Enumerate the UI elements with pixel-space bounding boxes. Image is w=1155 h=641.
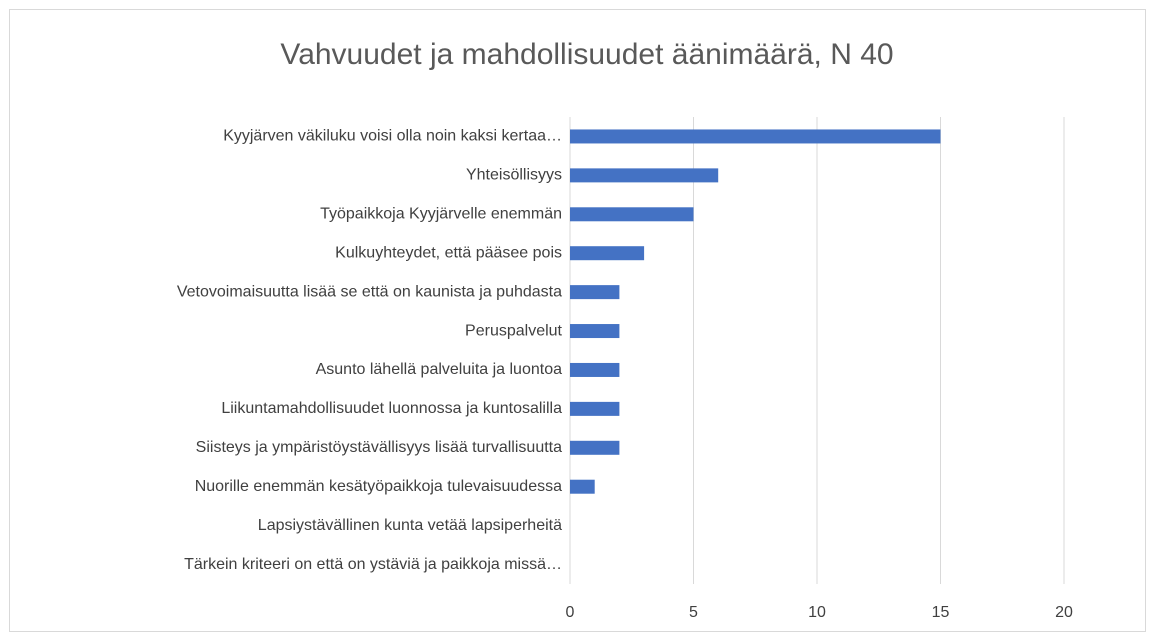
y-tick-label: Peruspalvelut — [465, 322, 563, 339]
bar — [570, 362, 620, 377]
bar — [570, 207, 694, 222]
bar — [570, 129, 941, 144]
chart-border — [9, 9, 1146, 632]
bar — [570, 401, 620, 416]
y-tick-label: Siisteys ja ympäristöystävällisyys lisää… — [196, 439, 562, 456]
y-tick-label: Työpaikkoja Kyyjärvelle enemmän — [320, 206, 562, 223]
x-tick-label: 10 — [808, 604, 826, 621]
bar — [570, 168, 719, 183]
bar — [570, 440, 620, 455]
bar — [570, 324, 620, 339]
x-tick-label: 15 — [932, 604, 950, 621]
chart-title: Vahvuudet ja mahdollisuudet äänimäärä, N… — [280, 38, 893, 71]
y-tick-label: Nuorille enemmän kesätyöpaikkoja tulevai… — [195, 478, 562, 495]
y-tick-label: Vetovoimaisuutta lisää se että on kaunis… — [177, 283, 562, 300]
y-tick-label: Kyyjärven väkiluku voisi olla noin kaksi… — [223, 128, 562, 145]
bar — [570, 479, 595, 494]
x-tick-label: 5 — [689, 604, 698, 621]
x-tick-label: 20 — [1055, 604, 1073, 621]
y-tick-label: Asunto lähellä palveluita ja luontoa — [316, 361, 563, 378]
bar — [570, 246, 645, 261]
x-tick-label: 0 — [566, 604, 575, 621]
y-tick-label: Lapsiystävällinen kunta vetää lapsiperhe… — [258, 517, 562, 534]
y-tick-label: Tärkein kriteeri on että on ystäviä ja p… — [184, 556, 562, 573]
y-tick-label: Yhteisöllisyys — [466, 167, 562, 184]
y-tick-label: Kulkuyhteydet, että pääsee pois — [335, 244, 562, 261]
bar — [570, 285, 620, 300]
y-tick-label: Liikuntamahdollisuudet luonnossa ja kunt… — [221, 400, 562, 417]
